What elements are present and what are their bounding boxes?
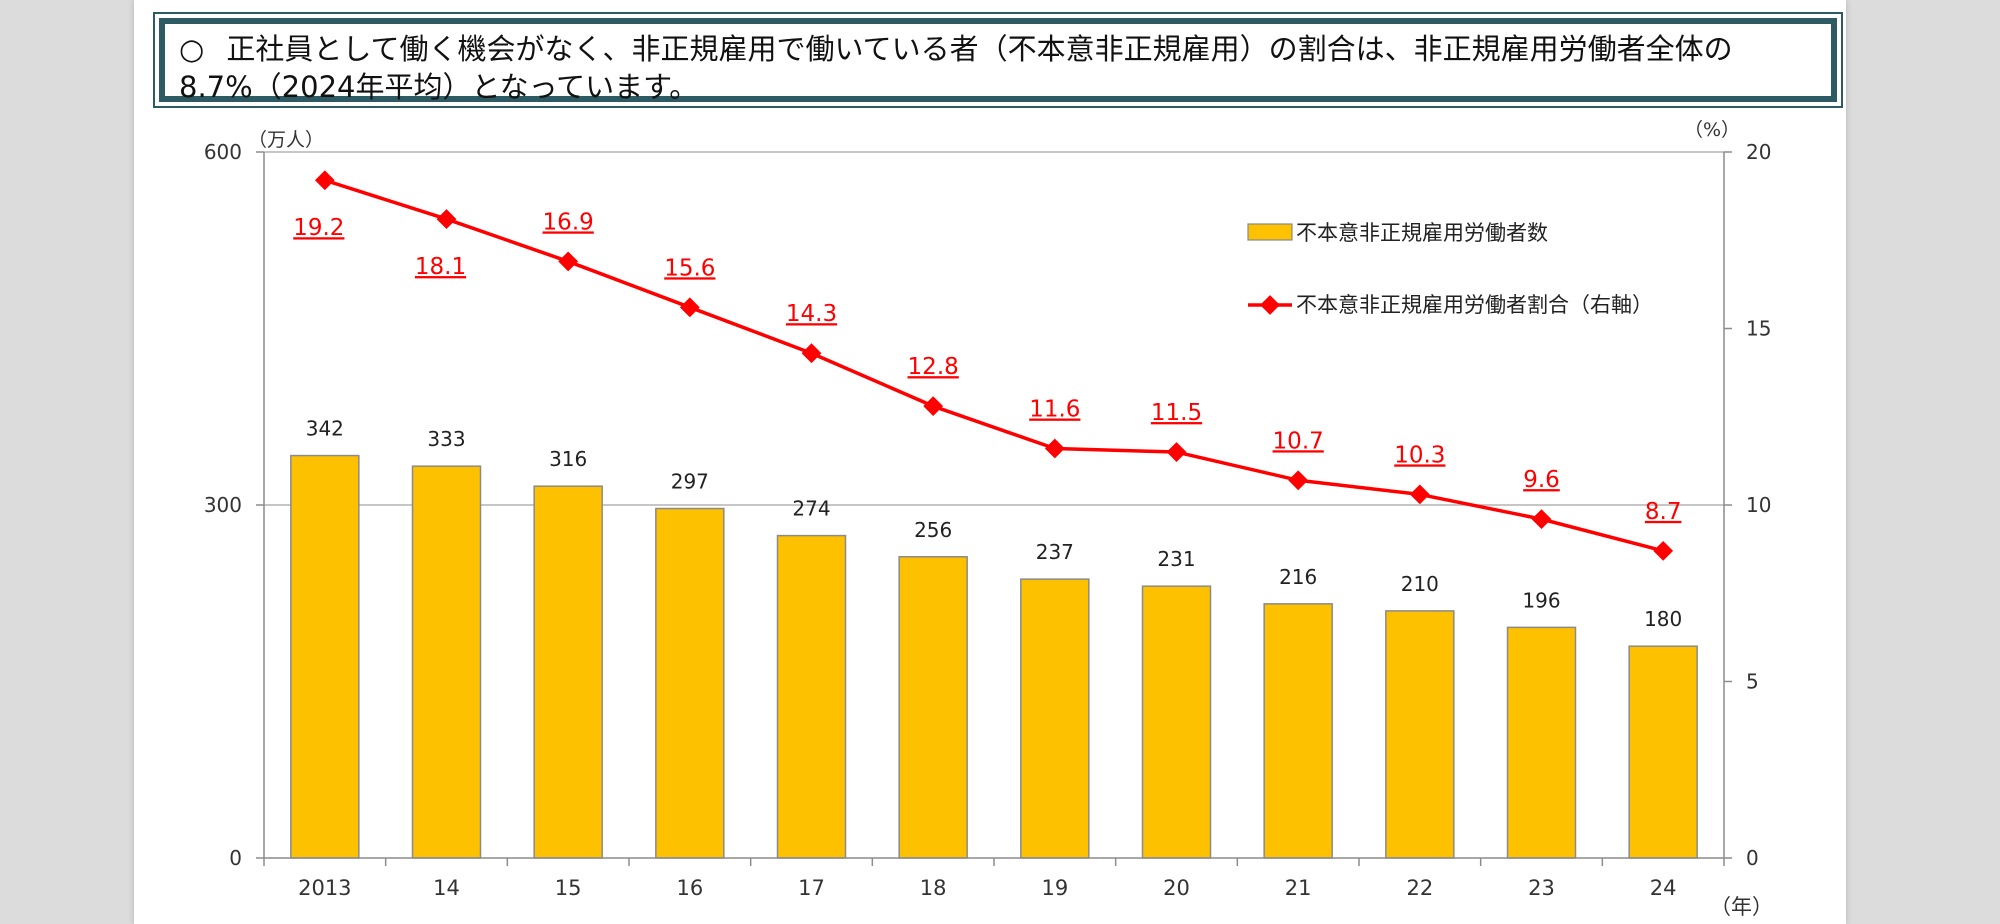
- bar-value-label: 333: [427, 427, 465, 451]
- bar: [898, 556, 968, 859]
- x-tick-label: 22: [1406, 876, 1433, 900]
- y-right-unit-label: （%）: [1684, 119, 1740, 141]
- bar: [776, 534, 847, 859]
- bar-value-label: 180: [1644, 607, 1682, 631]
- x-tick-label: 20: [1163, 876, 1190, 900]
- x-tick-label: 14: [433, 876, 460, 900]
- bar-value-label: 216: [1279, 565, 1317, 589]
- headline-text: 正社員として働く機会がなく、非正規雇用で働いている者（不本意非正規雇用）の割合は…: [179, 32, 1733, 104]
- bar: [1385, 610, 1455, 859]
- headline-box: ○ 正社員として働く機会がなく、非正規雇用で働いている者（不本意非正規雇用）の割合…: [153, 12, 1843, 108]
- bar: [290, 454, 360, 859]
- x-tick-label: 18: [920, 876, 947, 900]
- bar-value-label: 237: [1036, 540, 1074, 564]
- y-right-tick-label: 20: [1746, 140, 1771, 164]
- bar: [655, 507, 725, 859]
- x-tick-label: 24: [1650, 876, 1677, 900]
- bar: [1141, 585, 1212, 859]
- legend-line-label: 不本意非正規雇用労働者割合（右軸）: [1296, 293, 1653, 317]
- ratio-marker: [1409, 484, 1430, 505]
- ratio-value-label: 16.9: [543, 209, 594, 235]
- y-right-tick-label: 15: [1746, 317, 1771, 341]
- bar-series: [290, 454, 1698, 859]
- x-tick-label: 15: [555, 876, 582, 900]
- y-left-tick-label: 0: [229, 846, 242, 870]
- bar: [1506, 626, 1577, 859]
- x-axis-unit-label: （年）: [1710, 895, 1773, 919]
- y-left-tick-label: 300: [204, 493, 242, 517]
- ratio-value-label: 8.7: [1645, 499, 1682, 525]
- bar-value-label: 256: [914, 518, 952, 542]
- x-tick-label: 17: [798, 876, 825, 900]
- ratio-marker: [436, 209, 457, 229]
- bar-value-label: 274: [792, 497, 830, 521]
- ratio-line: [324, 178, 1664, 553]
- bar: [1263, 603, 1333, 859]
- ratio-marker: [1288, 470, 1309, 491]
- ratio-marker: [314, 170, 335, 191]
- ratio-value-label: 19.2: [293, 215, 344, 241]
- x-tick-label: 21: [1285, 876, 1312, 900]
- x-tick-label: 16: [676, 876, 703, 900]
- y-left-unit-label: （万人）: [248, 129, 324, 151]
- ratio-marker: [1653, 540, 1674, 561]
- ratio-marker: [558, 251, 579, 272]
- headline-text-block: ○ 正社員として働く機会がなく、非正規雇用で働いている者（不本意非正規雇用）の割合…: [159, 18, 1837, 104]
- bar-value-label: 196: [1522, 588, 1560, 612]
- bar-value-label: 231: [1157, 547, 1195, 571]
- ratio-value-label: 12.8: [908, 354, 959, 380]
- ratio-value-label: 15.6: [664, 255, 715, 281]
- bar: [411, 465, 482, 859]
- ratio-value-label: 11.6: [1029, 397, 1080, 423]
- legend-bar-label: 不本意非正規雇用労働者数: [1296, 221, 1548, 245]
- x-tick-label: 19: [1041, 876, 1068, 900]
- legend-bar-swatch: [1247, 223, 1293, 241]
- data-labels: 342 333 316 297 274 256 237 231 216 210 196 180 19.2…: [293, 209, 1682, 631]
- ratio-marker: [679, 297, 700, 318]
- y-right-tick-label: 5: [1746, 670, 1759, 694]
- x-tick-label: 2013: [298, 876, 351, 900]
- ratio-marker: [1531, 509, 1552, 530]
- bar: [533, 485, 603, 859]
- bar-value-label: 342: [306, 417, 344, 441]
- bar: [1628, 645, 1698, 859]
- ratio-value-label: 18.1: [415, 254, 466, 280]
- x-tick-label: 23: [1528, 876, 1555, 900]
- ratio-marker: [801, 343, 822, 364]
- legend: 不本意非正規雇用労働者数 不本意非正規雇用労働者割合（右軸）: [1247, 221, 1653, 317]
- bar-value-label: 210: [1401, 572, 1439, 596]
- ratio-marker: [923, 396, 944, 417]
- ratio-marker: [1044, 438, 1065, 459]
- y-right-tick-label: 10: [1746, 493, 1771, 517]
- y-right-tick-label: 0: [1746, 846, 1759, 870]
- bar: [1020, 578, 1090, 859]
- legend-line-marker: [1260, 295, 1280, 315]
- ratio-value-label: 10.7: [1273, 428, 1324, 454]
- ratio-marker: [1166, 442, 1187, 462]
- y-left-tick-label: 600: [204, 140, 242, 164]
- bar-value-label: 316: [549, 447, 587, 471]
- ratio-value-label: 9.6: [1523, 467, 1560, 493]
- ratio-value-label: 14.3: [786, 301, 837, 327]
- ratio-value-label: 10.3: [1394, 442, 1445, 468]
- gridlines: [264, 151, 1724, 506]
- bar-value-label: 297: [671, 470, 709, 494]
- headline-bullet: ○: [179, 32, 205, 66]
- line-series: [314, 170, 1674, 561]
- ratio-value-label: 11.5: [1151, 400, 1202, 426]
- tick-labels: 0 300 600 0 5 10 15 20 2013 14 15 16 17 18 19 20 21 22 23 2…: [204, 140, 1772, 900]
